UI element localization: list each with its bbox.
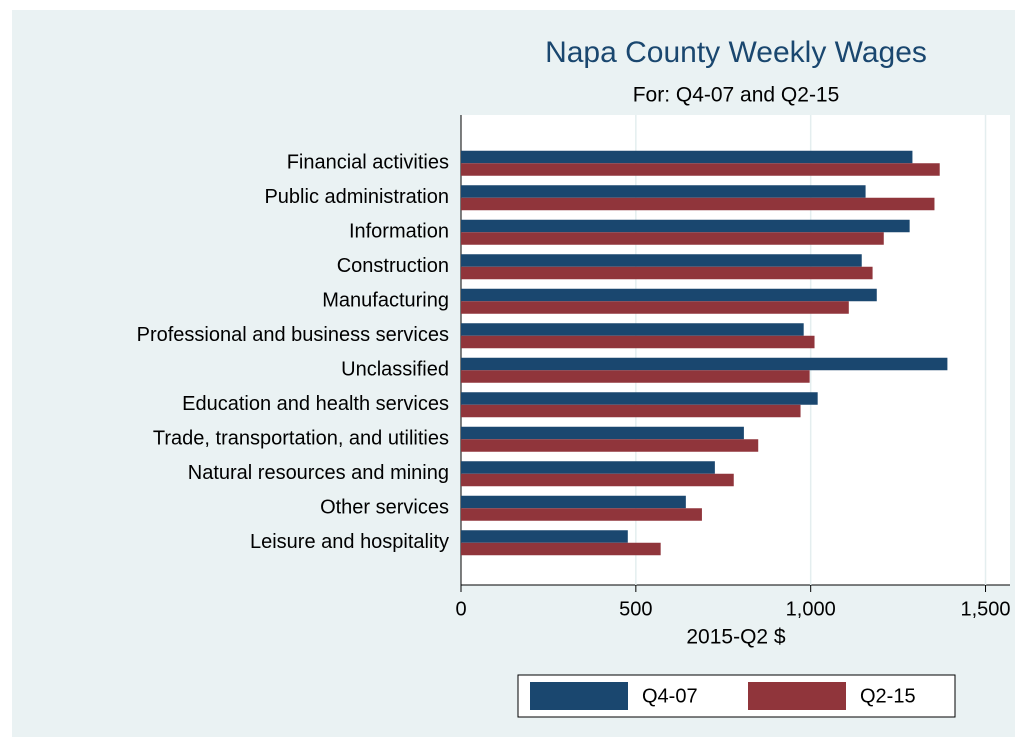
legend-label: Q2-15 — [860, 685, 916, 707]
bar — [461, 219, 910, 233]
legend-label: Q4-07 — [642, 685, 698, 707]
bar — [461, 150, 913, 164]
bar — [461, 495, 686, 509]
bar — [461, 542, 661, 556]
bar — [461, 301, 849, 314]
bar — [461, 357, 948, 371]
bar — [461, 163, 940, 176]
chart-subtitle: For: Q4-07 and Q2-15 — [633, 84, 840, 107]
y-tick-label: Information — [349, 221, 449, 243]
bar — [461, 473, 734, 487]
bar — [461, 426, 744, 440]
bar — [461, 370, 810, 383]
bar — [461, 288, 877, 302]
y-tick-label: Leisure and hospitality — [250, 531, 449, 553]
y-tick-label: Public administration — [264, 186, 449, 208]
bar — [461, 439, 759, 452]
bar — [461, 530, 628, 543]
bar — [461, 323, 804, 336]
bar — [461, 404, 801, 418]
bar — [461, 508, 702, 521]
bar — [461, 335, 815, 349]
x-tick-label: 1,500 — [960, 598, 1010, 620]
legend-swatch — [748, 682, 846, 710]
x-tick-label: 500 — [619, 598, 652, 620]
bar — [461, 461, 715, 474]
y-tick-label: Professional and business services — [137, 324, 449, 346]
bar — [461, 185, 866, 198]
y-tick-label: Unclassified — [341, 359, 449, 381]
bar — [461, 392, 818, 405]
x-axis-label: 2015-Q2 $ — [686, 626, 786, 649]
bar — [461, 197, 935, 211]
bar — [461, 266, 873, 280]
x-tick-label: 1,000 — [786, 598, 836, 620]
bar — [461, 232, 884, 245]
y-tick-label: Other services — [320, 497, 449, 519]
y-tick-label: Manufacturing — [322, 290, 449, 312]
x-tick-label: 0 — [455, 598, 466, 620]
y-tick-label: Financial activities — [287, 152, 449, 174]
bar — [461, 254, 862, 267]
y-tick-label: Trade, transportation, and utilities — [153, 428, 449, 450]
chart-title: Napa County Weekly Wages — [545, 36, 927, 69]
y-tick-label: Education and health services — [182, 393, 449, 415]
y-tick-label: Natural resources and mining — [188, 462, 449, 484]
legend-swatch — [530, 682, 628, 710]
y-tick-label: Construction — [337, 255, 449, 277]
